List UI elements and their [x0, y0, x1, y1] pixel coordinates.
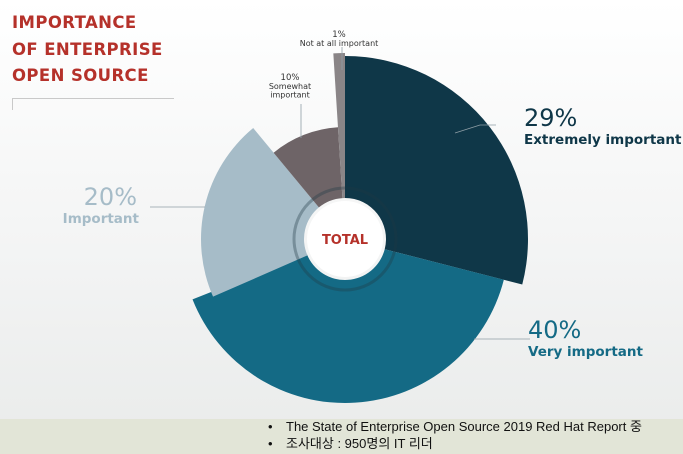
center-ring — [292, 186, 398, 292]
category-label-very-important: Very important — [528, 344, 643, 360]
data-label-important: 20% — [84, 183, 137, 211]
data-label-extremely-important: 29% — [524, 104, 577, 132]
chart-title: IMPORTANCE OF ENTERPRISE OPEN SOURCE — [12, 10, 163, 90]
title-rule — [12, 98, 174, 99]
slice-extremely-important — [345, 56, 528, 285]
data-label-very-important: 40% — [528, 316, 581, 344]
category-label-important: Important — [63, 211, 140, 227]
source-note-1: The State of Enterprise Open Source 2019… — [268, 418, 642, 435]
category-label-not-at-all-important: Not at all important — [300, 39, 379, 48]
donut-chart: TOTAL 29%Extremely important 40%Very impor… — [63, 30, 682, 403]
category-label-extremely-important: Extremely important — [524, 132, 682, 148]
center-disc — [307, 201, 383, 277]
source-notes: The State of Enterprise Open Source 2019… — [268, 418, 642, 452]
title-line-2: OF ENTERPRISE — [12, 39, 163, 59]
title-line-3: OPEN SOURCE — [12, 66, 149, 85]
title-line-1: IMPORTANCE — [12, 13, 137, 32]
data-label-somewhat-important: 10% — [281, 73, 300, 83]
slice-not-at-all-important — [333, 53, 345, 199]
source-note-2: 조사대상 : 950명의 IT 리더 — [268, 435, 642, 452]
slice-somewhat-important — [273, 127, 343, 208]
category-label-somewhat-important: Somewhat — [269, 82, 311, 91]
data-label-not-at-all-important: 1% — [332, 30, 346, 40]
slice-very-important — [192, 249, 504, 403]
category-label-somewhat-important-2: important — [270, 91, 310, 100]
slice-important — [201, 128, 319, 297]
title-rule-tick — [12, 98, 13, 110]
leader-line-extremely-important — [454, 124, 496, 134]
center-label: TOTAL — [322, 233, 368, 248]
